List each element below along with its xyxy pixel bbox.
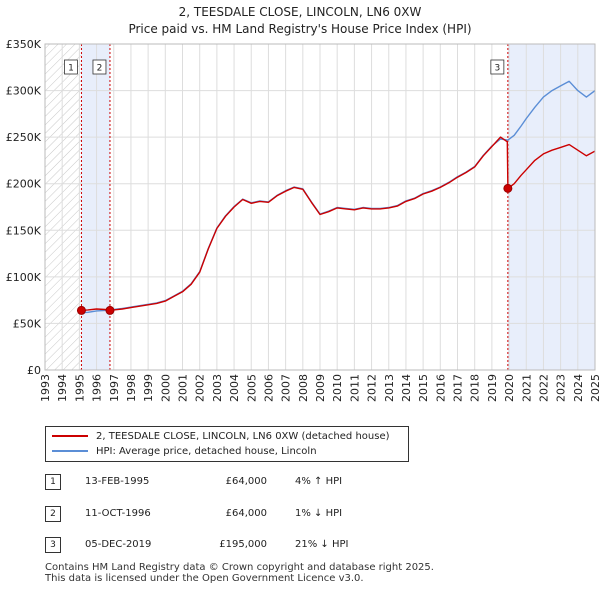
x-tick-label: 2008 [297, 374, 310, 402]
price-chart: £0 £50K £100K £150K £200K £250K £300K £350K 1993… [6, 38, 600, 402]
x-tick-label: 2005 [245, 374, 258, 402]
sale-label: 2 [97, 64, 103, 74]
chart-title: 2, TEESDALE CLOSE, LINCOLN, LN6 0XW [178, 5, 422, 19]
x-tick-label: 2001 [177, 374, 190, 402]
table-row: 1 13-FEB-1995 £64,000 4% ↑ HPI [45, 474, 405, 492]
chart-title-block: 2, TEESDALE CLOSE, LINCOLN, LN6 0XW Pric… [0, 4, 600, 38]
x-tick-label: 2014 [400, 374, 413, 402]
x-tick-label: 2007 [280, 374, 293, 402]
x-tick-label: 2015 [417, 374, 430, 402]
x-tick-label: 2018 [469, 374, 482, 402]
x-tick-label: 2004 [228, 374, 241, 402]
x-tick-label: 2024 [572, 374, 585, 402]
x-tick-label: 2012 [366, 374, 379, 402]
x-tick-label: 1997 [108, 374, 121, 402]
x-tick-label: 2020 [503, 374, 516, 402]
y-tick-label: £0 [27, 364, 41, 377]
sale-price: £64,000 [225, 476, 267, 487]
sale-price: £64,000 [225, 508, 267, 519]
x-tick-label: 2022 [537, 374, 550, 402]
sale-date: 05-DEC-2019 [85, 539, 152, 550]
x-tick-label: 1996 [91, 374, 104, 402]
legend-swatch-property [52, 435, 88, 437]
attribution-line-1: Contains HM Land Registry data © Crown c… [45, 562, 434, 573]
x-tick-label: 1993 [39, 374, 52, 402]
x-tick-label: 1994 [56, 374, 69, 402]
legend-item-hpi: HPI: Average price, detached house, Linc… [52, 445, 317, 459]
x-tick-label: 2000 [159, 374, 172, 402]
sale-price: £195,000 [219, 539, 267, 550]
y-tick-label: £50K [13, 317, 42, 330]
x-tick-label: 2025 [589, 374, 600, 402]
x-tick-label: 2021 [520, 374, 533, 402]
sale-label-box [92, 59, 107, 75]
x-tick-label: 1999 [142, 374, 155, 402]
y-tick-label: £100K [6, 271, 42, 284]
x-tick-label: 2023 [555, 374, 568, 402]
pre-data-hatch [45, 44, 82, 370]
x-tick-label: 1995 [73, 374, 86, 402]
x-tick-label: 2019 [486, 374, 499, 402]
legend: 2, TEESDALE CLOSE, LINCOLN, LN6 0XW (det… [45, 426, 409, 462]
sale-hpi-diff: 21% ↓ HPI [295, 539, 349, 550]
legend-swatch-hpi [52, 450, 88, 452]
sale-date: 11-OCT-1996 [85, 508, 151, 519]
x-tick-label: 2006 [262, 374, 275, 402]
chart-subtitle: Price paid vs. HM Land Registry's House … [128, 22, 472, 36]
y-tick-label: £250K [6, 131, 42, 144]
sale-label: 3 [494, 64, 500, 74]
x-tick-label: 2013 [383, 374, 396, 402]
sale-number-badge: 2 [45, 506, 61, 522]
x-tick-label: 2011 [348, 374, 361, 402]
ownership-band [507, 44, 595, 370]
sale-label-box [490, 59, 505, 75]
legend-label-hpi: HPI: Average price, detached house, Linc… [96, 446, 317, 457]
table-row: 2 11-OCT-1996 £64,000 1% ↓ HPI [45, 506, 405, 524]
ownership-band [81, 44, 110, 370]
legend-item-property: 2, TEESDALE CLOSE, LINCOLN, LN6 0XW (det… [52, 430, 390, 444]
x-tick-label: 2009 [314, 374, 327, 402]
x-tick-label: 2016 [434, 374, 447, 402]
y-tick-label: £300K [6, 85, 42, 98]
sale-hpi-diff: 1% ↓ HPI [295, 508, 343, 519]
x-tick-label: 1998 [125, 374, 138, 402]
attribution-line-2: This data is licensed under the Open Gov… [45, 573, 364, 584]
y-tick-label: £350K [6, 38, 42, 51]
sale-point [105, 305, 115, 315]
table-row: 3 05-DEC-2019 £195,000 21% ↓ HPI [45, 537, 405, 555]
y-tick-label: £150K [6, 224, 42, 237]
sale-number-badge: 1 [45, 474, 61, 490]
sale-point [76, 305, 86, 315]
attribution-footer: Contains HM Land Registry data © Crown c… [45, 562, 434, 584]
x-tick-label: 2017 [452, 374, 465, 402]
sale-point [503, 183, 513, 193]
sale-hpi-diff: 4% ↑ HPI [295, 476, 343, 487]
plot-frame [44, 43, 596, 371]
sale-label: 1 [68, 64, 74, 74]
sale-label-box [64, 59, 78, 75]
x-tick-label: 2003 [211, 374, 224, 402]
y-tick-label: £200K [6, 178, 42, 191]
sale-number-badge: 3 [45, 537, 61, 553]
sale-date: 13-FEB-1995 [85, 476, 150, 487]
x-tick-label: 2010 [331, 374, 344, 402]
x-tick-label: 2002 [194, 374, 207, 402]
legend-label-property: 2, TEESDALE CLOSE, LINCOLN, LN6 0XW (det… [96, 431, 390, 442]
